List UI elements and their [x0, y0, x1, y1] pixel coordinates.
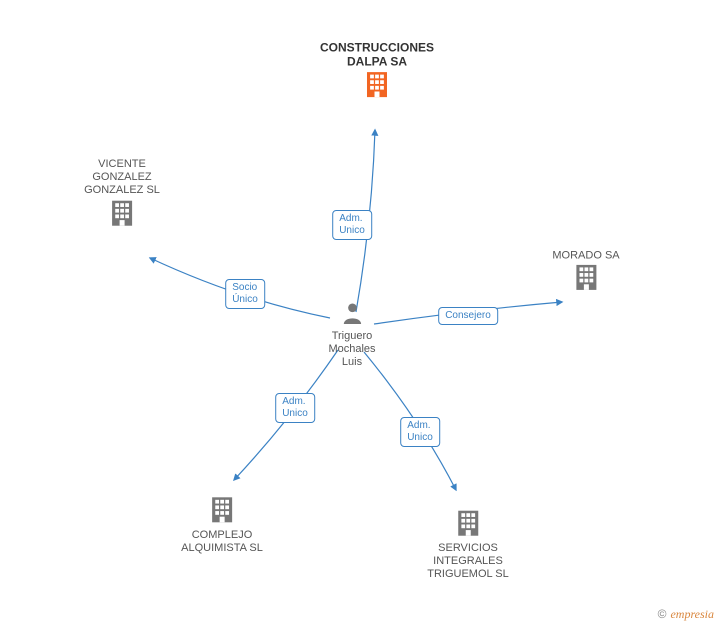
- watermark: ©empresia: [658, 607, 714, 622]
- node-label: SERVICIOS INTEGRALES TRIGUEMOL SL: [427, 542, 509, 582]
- building-icon: [107, 198, 137, 228]
- edge-label-vicente: Socio Único: [225, 279, 265, 309]
- center-person-node: Triguero Mochales Luis: [328, 300, 375, 370]
- edge-label-construcciones: Adm. Unico: [332, 210, 372, 240]
- company-node-morado: MORADO SA: [552, 249, 619, 296]
- network-diagram: Triguero Mochales Luis CONSTRUCCIONES DAL…: [0, 0, 728, 630]
- building-icon: [207, 495, 237, 525]
- person-icon: [339, 300, 365, 326]
- company-node-construcciones: CONSTRUCCIONES DALPA SA: [320, 41, 434, 104]
- center-person-label: Triguero Mochales Luis: [328, 330, 375, 370]
- edge-label-servicios: Adm. Unico: [400, 417, 440, 447]
- building-icon: [362, 69, 392, 99]
- edge-label-complejo: Adm. Unico: [275, 393, 315, 423]
- building-icon: [453, 508, 483, 538]
- node-label: COMPLEJO ALQUIMISTA SL: [181, 529, 263, 555]
- company-node-complejo: COMPLEJO ALQUIMISTA SL: [181, 495, 263, 555]
- company-node-servicios: SERVICIOS INTEGRALES TRIGUEMOL SL: [427, 508, 509, 582]
- building-icon: [571, 263, 601, 293]
- watermark-brand: empresia: [670, 607, 714, 621]
- node-label: MORADO SA: [552, 249, 619, 262]
- edge-label-morado: Consejero: [438, 307, 498, 325]
- node-label: VICENTE GONZALEZ GONZALEZ SL: [84, 158, 160, 198]
- copyright-symbol: ©: [658, 607, 667, 621]
- company-node-vicente: VICENTE GONZALEZ GONZALEZ SL: [84, 158, 160, 232]
- node-label: CONSTRUCCIONES DALPA SA: [320, 41, 434, 70]
